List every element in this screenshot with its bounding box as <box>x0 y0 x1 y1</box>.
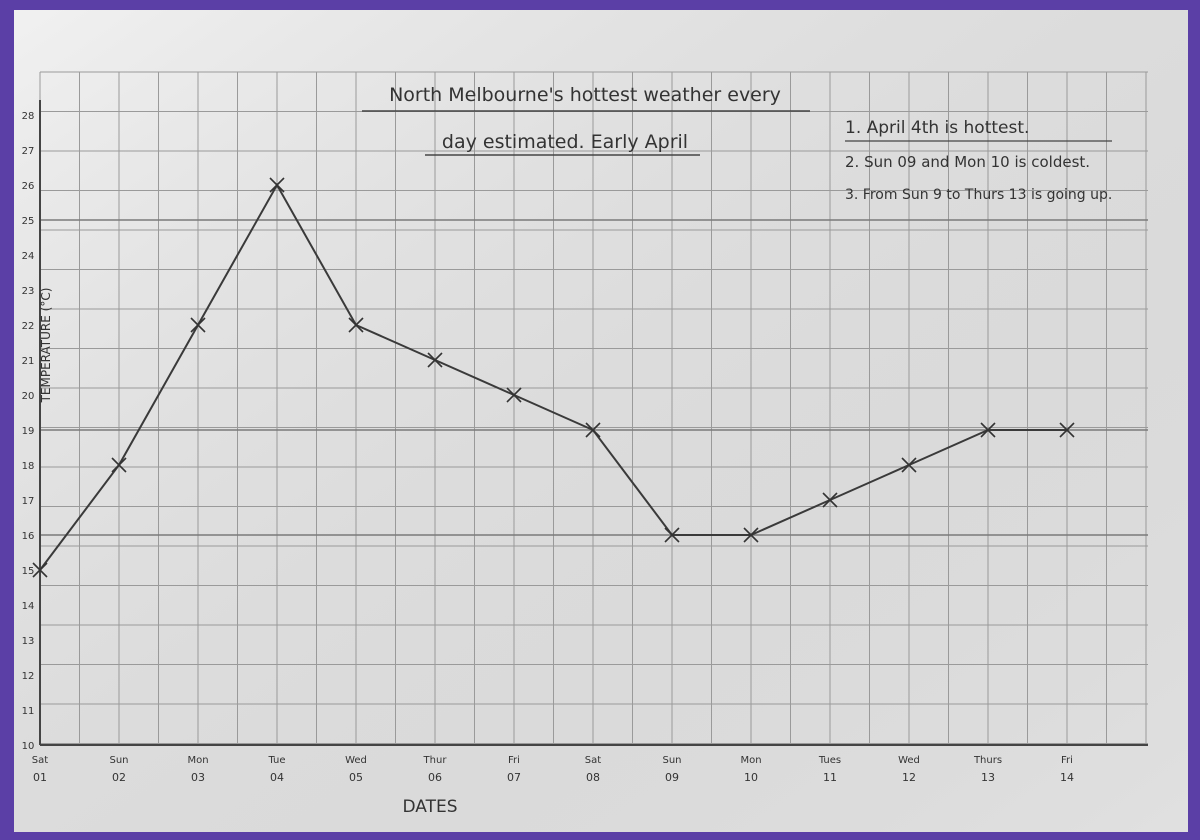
x-tick-day: Fri <box>1061 755 1073 766</box>
temperature-line <box>39 182 1067 571</box>
x-tick-date: 08 <box>586 771 600 784</box>
x-tick-date: 07 <box>507 771 521 784</box>
x-tick-day: Sun <box>662 755 681 766</box>
y-tick-label: 20 <box>22 391 35 402</box>
chart-title-line-2: day estimated. Early April <box>442 131 688 153</box>
data-point-marker <box>111 457 127 473</box>
data-point-marker <box>1059 422 1075 438</box>
x-tick-day: Tue <box>267 755 285 766</box>
data-point-marker <box>190 317 206 333</box>
y-tick-label: 26 <box>22 181 35 192</box>
x-tick-day: Wed <box>345 755 367 766</box>
data-point-marker <box>664 527 680 543</box>
x-tick-date: 09 <box>665 771 679 784</box>
y-tick-label: 10 <box>22 741 35 752</box>
x-tick-day: Thurs <box>973 755 1002 766</box>
data-point-marker <box>348 317 364 333</box>
y-tick-label: 28 <box>22 111 35 122</box>
x-tick-date: 12 <box>902 771 916 784</box>
x-tick-labels: Sat 01 Sun 02 Mon 03 Tue 04 Wed 05 Thur 06 Fri 07 Sat 0… <box>32 755 1074 784</box>
y-tick-label: 11 <box>22 706 35 717</box>
x-tick-day: Wed <box>898 755 920 766</box>
data-point-marker <box>269 177 285 193</box>
data-point-marker <box>743 527 759 543</box>
x-tick-date: 06 <box>428 771 442 784</box>
y-tick-label: 27 <box>22 146 35 157</box>
y-tick-label: 16 <box>22 531 35 542</box>
x-tick-date: 01 <box>33 771 47 784</box>
x-tick-day: Sat <box>585 755 601 766</box>
x-axis-label: DATES <box>402 797 457 817</box>
y-tick-label: 18 <box>22 461 35 472</box>
y-tick-label: 15 <box>22 566 35 577</box>
x-tick-date: 11 <box>823 771 837 784</box>
chart-title-line-1: North Melbourne's hottest weather every <box>389 84 781 106</box>
x-tick-date: 13 <box>981 771 995 784</box>
x-tick-date: 10 <box>744 771 758 784</box>
x-tick-day: Sun <box>109 755 128 766</box>
data-point-marker <box>980 422 996 438</box>
x-tick-date: 14 <box>1060 771 1074 784</box>
axes <box>39 100 1148 746</box>
data-point-marker <box>32 562 48 578</box>
x-tick-day: Thur <box>423 755 448 766</box>
x-tick-day: Mon <box>740 755 761 766</box>
data-point-marker <box>822 492 838 508</box>
data-point-marker <box>901 457 917 473</box>
x-tick-date: 05 <box>349 771 363 784</box>
y-tick-label: 17 <box>22 496 35 507</box>
x-tick-day: Fri <box>508 755 520 766</box>
y-tick-label: 23 <box>22 286 35 297</box>
x-tick-date: 02 <box>112 771 126 784</box>
x-tick-date: 03 <box>191 771 205 784</box>
y-tick-label: 19 <box>22 426 35 437</box>
y-tick-label: 14 <box>22 601 35 612</box>
y-tick-label: 22 <box>22 321 35 332</box>
data-point-marker <box>506 387 522 403</box>
note-3: 3. From Sun 9 to Thurs 13 is going up. <box>845 187 1112 203</box>
x-tick-date: 04 <box>270 771 284 784</box>
note-1: 1. April 4th is hottest. <box>845 118 1029 138</box>
note-2: 2. Sun 09 and Mon 10 is coldest. <box>845 153 1090 171</box>
y-tick-label: 25 <box>22 216 35 227</box>
y-tick-label: 13 <box>22 636 35 647</box>
data-point-marker <box>585 422 601 438</box>
x-tick-day: Mon <box>187 755 208 766</box>
series-markers <box>32 177 1075 578</box>
series-line <box>39 182 1067 571</box>
y-axis-label: TEMPERATURE (°C) <box>39 288 53 404</box>
y-tick-labels: 10 11 12 13 14 15 16 17 18 19 20 21 22 23 24 25 26 27 28 <box>22 111 35 752</box>
y-tick-label: 24 <box>22 251 35 262</box>
data-point-marker <box>427 352 443 368</box>
grid-lines <box>39 71 1148 745</box>
y-tick-label: 12 <box>22 671 35 682</box>
x-tick-day: Tues <box>818 755 841 766</box>
x-tick-day: Sat <box>32 755 48 766</box>
y-tick-label: 21 <box>22 356 35 367</box>
